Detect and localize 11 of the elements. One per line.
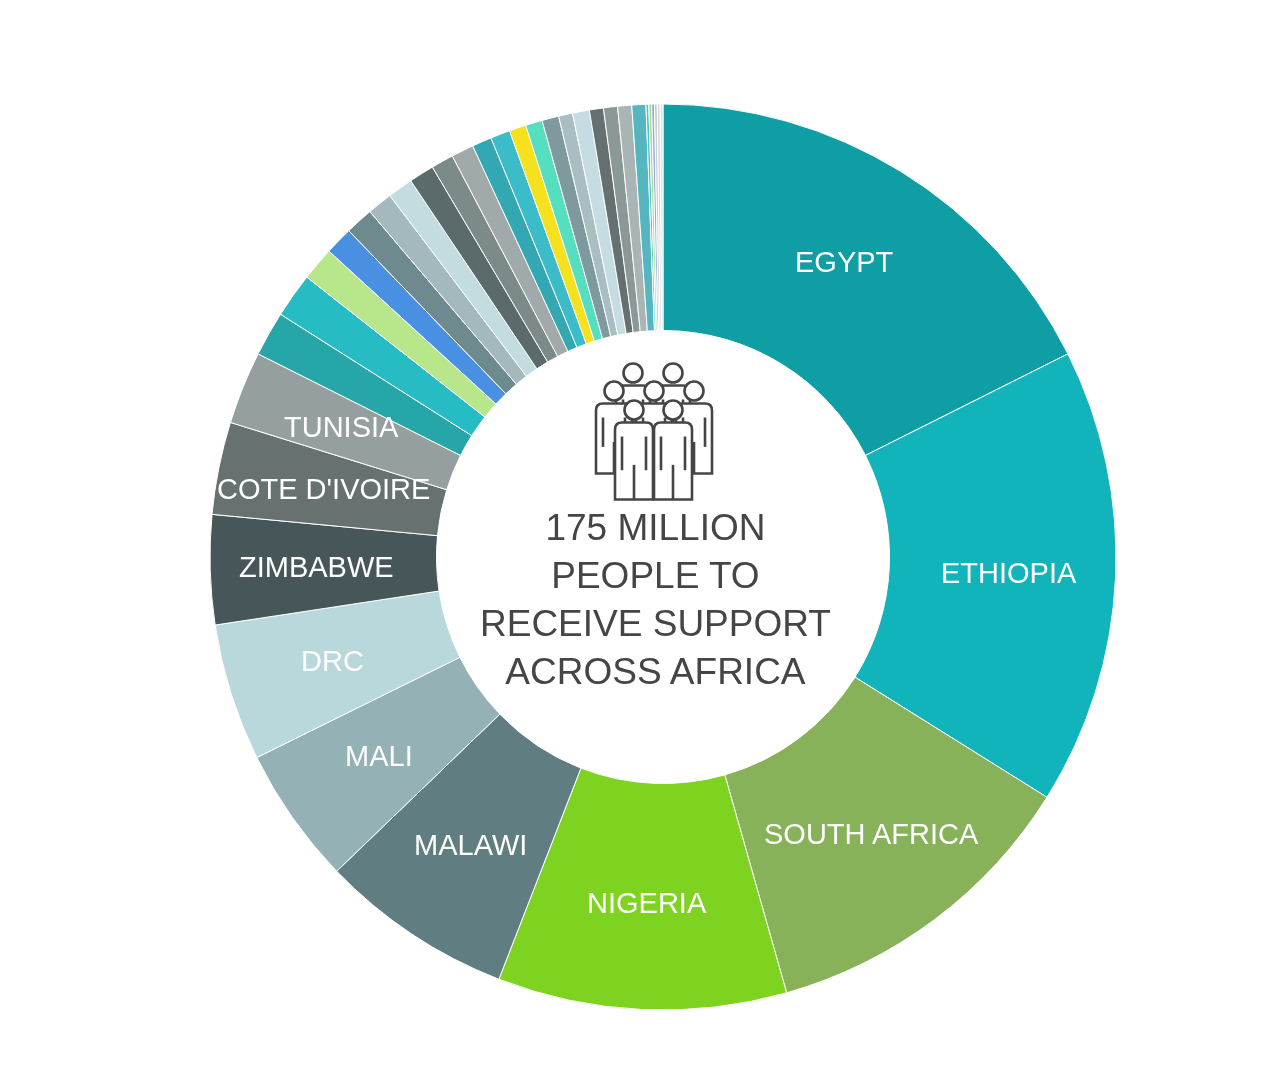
slice-label: COTE D'IVOIRE [217, 473, 431, 505]
slice-label: SOUTH AFRICA [764, 818, 979, 850]
slice-label: MALI [345, 740, 413, 772]
slice-label: ETHIOPIA [941, 557, 1078, 589]
slice-label: TUNISIA [284, 411, 400, 443]
slice-label: DRC [301, 645, 364, 677]
text: 175 MILLION PEOPLE TO RECEIVE SUPPORT ACROSS AFRICA [480, 507, 831, 693]
slice-label: NIGERIA [587, 887, 707, 919]
slice-label: ZIMBABWE [239, 551, 394, 583]
slice-label: EGYPT [795, 246, 894, 278]
slice-label: MALAWI [414, 829, 528, 861]
